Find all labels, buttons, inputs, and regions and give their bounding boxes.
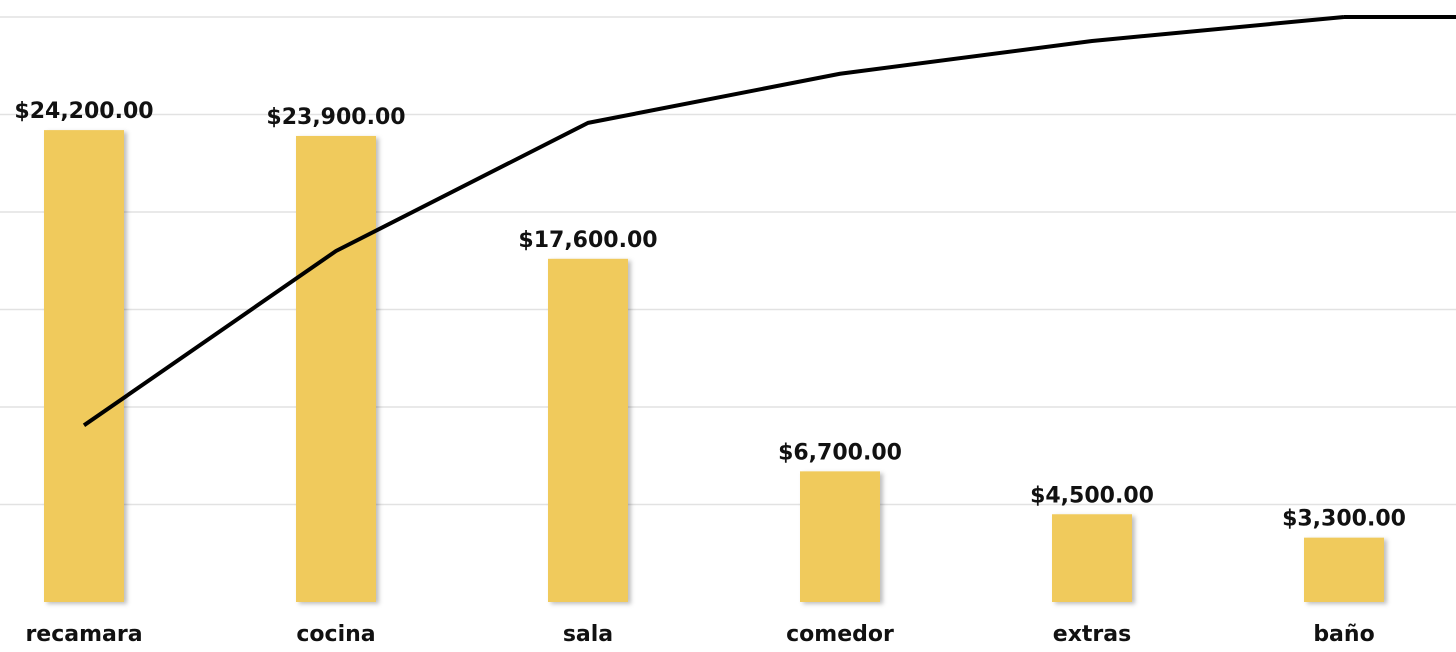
data-label: $17,600.00	[518, 228, 657, 253]
x-tick-label: recamara	[25, 622, 142, 647]
x-tick-label: baño	[1313, 622, 1374, 647]
data-label: $6,700.00	[778, 440, 902, 465]
bar	[800, 471, 880, 602]
x-tick-label: sala	[563, 622, 613, 647]
data-label: $3,300.00	[1282, 507, 1406, 532]
data-label: $24,200.00	[14, 99, 153, 124]
cumulative-line	[82, 15, 1345, 427]
data-label: $23,900.00	[266, 105, 405, 130]
x-tick-label: comedor	[786, 622, 894, 647]
bar	[296, 135, 376, 602]
bar	[1304, 537, 1384, 602]
data-label: $4,500.00	[1030, 483, 1154, 508]
bar	[1052, 514, 1132, 602]
x-tick-label: cocina	[296, 622, 375, 647]
x-tick-label: extras	[1053, 622, 1131, 647]
bar	[548, 258, 628, 602]
bar	[44, 130, 124, 602]
